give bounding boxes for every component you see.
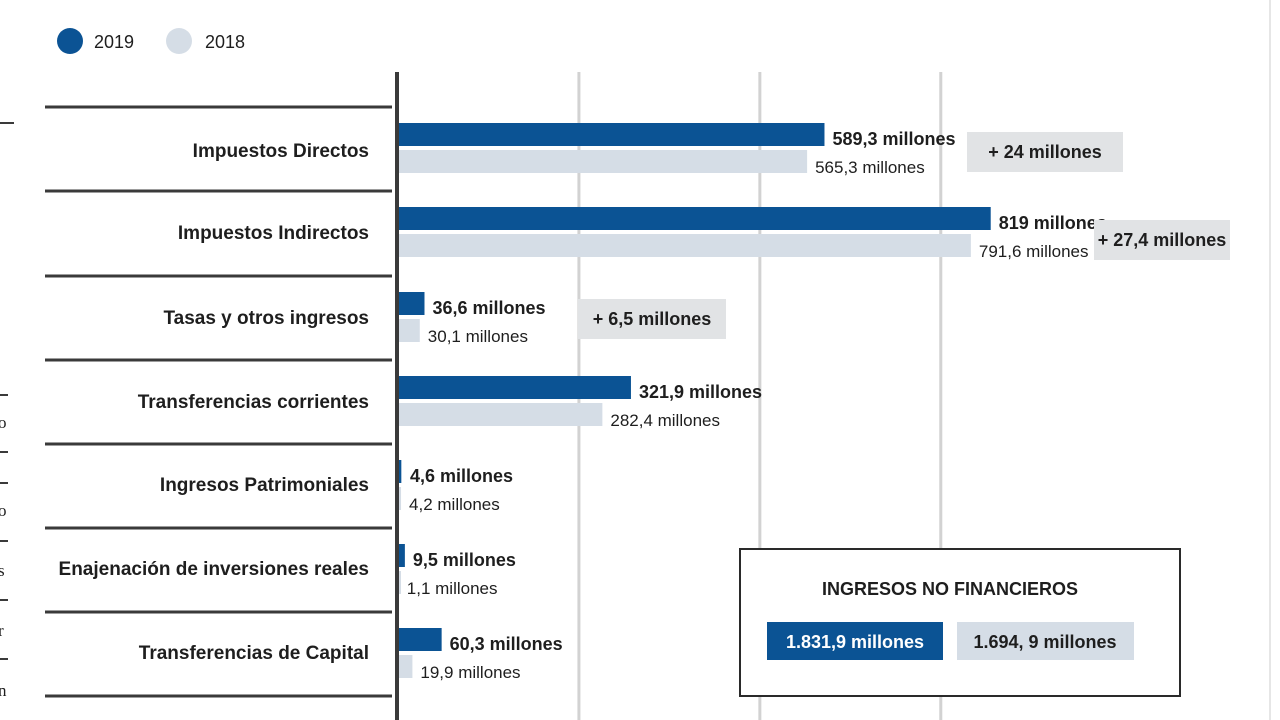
value-label-2019: 4,6 millones [410, 466, 513, 486]
value-label-2018: 282,4 millones [610, 411, 720, 430]
summary-value-2019: 1.831,9 millones [786, 632, 924, 652]
legend-swatch-2018 [166, 28, 192, 54]
category-separators [45, 105, 392, 698]
category-label: Enajenación de inversiones reales [59, 559, 369, 580]
summary-2019-bg [767, 622, 943, 660]
difference-box [967, 132, 1123, 172]
legend-label-2018: 2018 [205, 32, 245, 52]
bar-2018 [398, 319, 420, 342]
bar-2018 [398, 403, 603, 426]
difference-box [1094, 220, 1230, 260]
category-label: Impuestos Directos [193, 141, 369, 162]
category-label: Tasas y otros ingresos [163, 308, 369, 329]
value-label-2019: 819 millones [999, 213, 1107, 233]
value-label-2019: 589,3 millones [832, 129, 955, 149]
bar-2019 [398, 460, 402, 483]
bar-2018 [398, 487, 402, 510]
summary-value-2018: 1.694, 9 millones [973, 632, 1116, 652]
category-labels: Impuestos Directos Impuestos Indirectos … [59, 141, 369, 664]
category-label: Transferencias de Capital [139, 643, 369, 664]
value-label-2019: 321,9 millones [639, 382, 762, 402]
value-label-2018: 565,3 millones [815, 158, 925, 177]
difference-box [578, 299, 726, 339]
edge-fragment: s [0, 561, 5, 580]
edge-fragment: o [0, 413, 7, 432]
category-label: Transferencias corrientes [138, 392, 369, 413]
legend: 2019 2018 [57, 28, 245, 54]
left-edge-clipped-text: o o s r n [0, 122, 14, 700]
value-label-2018: 1,1 millones [407, 579, 498, 598]
summary-title: INGRESOS NO FINANCIEROS [822, 579, 1078, 599]
difference-label: + 6,5 millones [593, 309, 712, 329]
summary-2018-bg [957, 622, 1134, 660]
edge-fragment: n [0, 681, 7, 700]
difference-label: + 24 millones [988, 142, 1102, 162]
difference-boxes: + 24 millones + 27,4 millones + 6,5 millon… [578, 132, 1230, 339]
bar-2019 [398, 376, 631, 399]
value-label-2018: 4,2 millones [409, 495, 500, 514]
value-label-2018: 791,6 millones [979, 242, 1089, 261]
bar-2018 [398, 234, 971, 257]
difference-label: + 27,4 millones [1098, 230, 1227, 250]
category-label: Impuestos Indirectos [178, 223, 369, 244]
value-labels: 589,3 millones 565,3 millones 819 millones… [407, 129, 1107, 682]
legend-swatch-2019 [57, 28, 83, 54]
bar-2018 [398, 571, 401, 594]
summary-box: INGRESOS NO FINANCIEROS 1.831,9 millones… [739, 548, 1181, 697]
bar-2018 [398, 655, 413, 678]
bar-2019 [398, 123, 825, 146]
edge-fragment: r [0, 621, 4, 640]
value-label-2019: 60,3 millones [450, 634, 563, 654]
value-label-2019: 9,5 millones [413, 550, 516, 570]
bar-2019 [398, 544, 405, 567]
bar-2019 [398, 628, 442, 651]
value-label-2019: 36,6 millones [432, 298, 545, 318]
bar-2019 [398, 207, 991, 230]
bar-2018 [398, 150, 808, 173]
value-label-2018: 19,9 millones [420, 663, 520, 682]
legend-label-2019: 2019 [94, 32, 134, 52]
edge-fragment: o [0, 501, 7, 520]
value-label-2018: 30,1 millones [428, 327, 528, 346]
category-label: Ingresos Patrimoniales [160, 475, 369, 496]
bars [398, 123, 991, 678]
bar-2019 [398, 292, 425, 315]
